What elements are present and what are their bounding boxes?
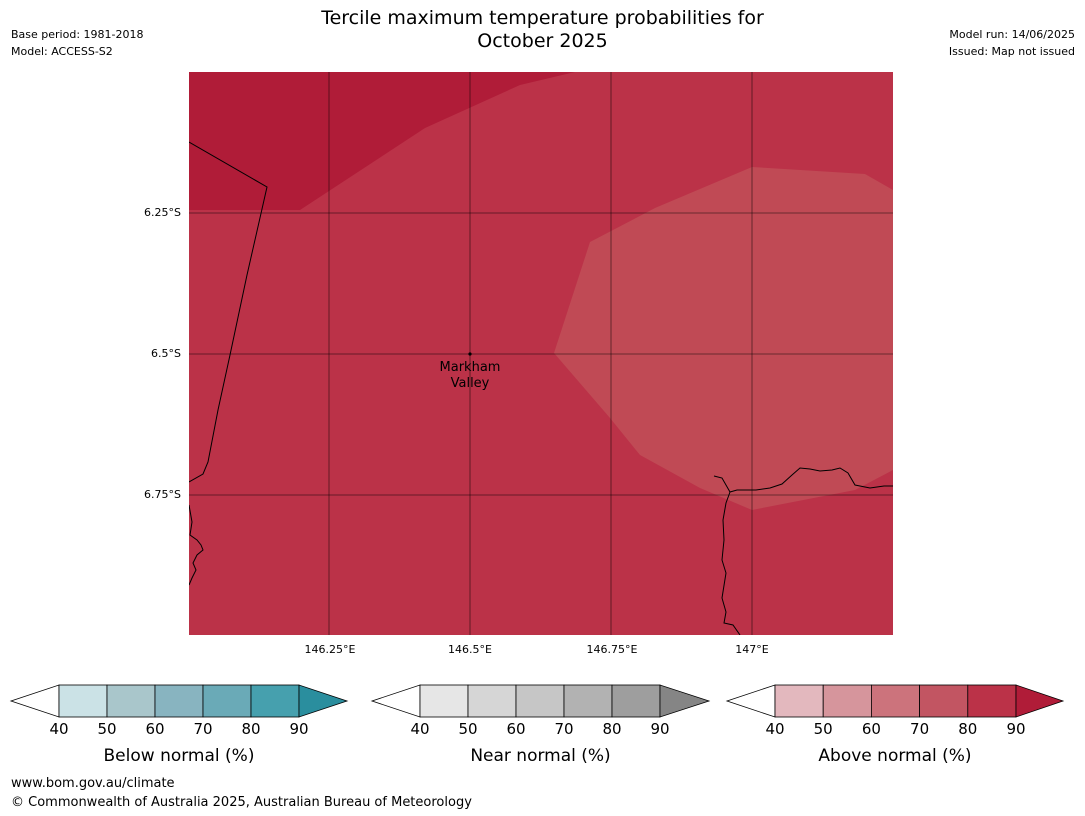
legend-low-extension: [725, 684, 776, 718]
legend-color-bin: [202, 684, 252, 718]
issued-text: Issued: Map not issued: [948, 45, 1075, 58]
legend-high-extension: [298, 684, 349, 718]
latitude-label: 6.5°S: [151, 347, 181, 360]
longitude-label: 146.75°E: [586, 643, 638, 656]
legend-color-bin: [611, 684, 661, 718]
latitude-label: 6.25°S: [144, 206, 181, 219]
legend-tick-label: 90: [650, 720, 670, 738]
legend-tick-label: 90: [1006, 720, 1026, 738]
legend-tick-label: 60: [145, 720, 165, 738]
legend-tick-label: 80: [241, 720, 261, 738]
legend-tick-label: 80: [602, 720, 622, 738]
map-area: [189, 72, 893, 635]
legend-tick-label: 50: [97, 720, 117, 738]
title-line-2: October 2025: [477, 30, 608, 52]
legend-tick-label: 80: [958, 720, 978, 738]
legend-tick-label: 60: [506, 720, 526, 738]
metadata-left: Base period: 1981-2018 Model: ACCESS-S2: [11, 26, 143, 60]
legend-colorbar: [9, 684, 349, 718]
legend-color-bin: [515, 684, 565, 718]
markham-valley-marker: [468, 352, 472, 356]
legend-color-bin: [967, 684, 1017, 718]
legend-tick-label: 50: [813, 720, 833, 738]
graticule: [189, 72, 893, 635]
legend-low-extension: [370, 684, 421, 718]
legend-graphics: [9, 684, 1065, 718]
legend-high-extension: [1015, 684, 1065, 718]
legend-color-bin: [250, 684, 300, 718]
probability-shading-60-70: [554, 167, 893, 510]
place-name-line-2: Valley: [450, 376, 490, 391]
legend-title: Below normal (%): [103, 746, 255, 766]
legend-color-bin: [774, 684, 824, 718]
legend-tick-label: 40: [49, 720, 69, 738]
model-run-text: Model run: 14/06/2025: [949, 28, 1075, 41]
legend-colorbar: [370, 684, 711, 718]
title-line-1: Tercile maximum temperature probabilitie…: [321, 7, 764, 29]
base-period-text: Base period: 1981-2018: [11, 28, 144, 41]
legend-color-bin: [154, 684, 204, 718]
legend-tick-label: 50: [458, 720, 478, 738]
legend-tick-label: 70: [554, 720, 574, 738]
footer-url: www.bom.gov.au/climate: [11, 776, 175, 791]
legend-color-bin: [919, 684, 969, 718]
footer-copyright: © Commonwealth of Australia 2025, Austra…: [11, 795, 472, 810]
place-label-markham-valley: Markham Valley: [410, 360, 530, 392]
legend-high-extension: [659, 684, 711, 718]
legend-color-bin: [419, 684, 469, 718]
place-name-line-1: Markham: [439, 360, 501, 375]
legend-tick-label: 70: [193, 720, 213, 738]
legend-color-bin: [563, 684, 613, 718]
legend-tick-label: 70: [910, 720, 930, 738]
legend-title: Near normal (%): [470, 746, 611, 766]
longitude-label: 147°E: [735, 643, 769, 656]
metadata-right: Model run: 14/06/2025 Issued: Map not is…: [949, 26, 1075, 60]
legend-tick-label: 90: [289, 720, 309, 738]
map-title: Tercile maximum temperature probabilitie…: [0, 7, 1085, 53]
legend-low-extension: [9, 684, 60, 718]
legend-tick-label: 60: [861, 720, 881, 738]
legend-title: Above normal (%): [818, 746, 972, 766]
legend-color-bin: [106, 684, 156, 718]
legend-color-bin: [467, 684, 517, 718]
legend-color-bin: [822, 684, 872, 718]
latitude-label: 6.75°S: [144, 488, 181, 501]
legend-color-bin: [871, 684, 921, 718]
probability-shading-80-90: [189, 72, 575, 210]
legend-tick-label: 40: [765, 720, 785, 738]
coastline: [189, 141, 893, 635]
legend-colorbar: [725, 684, 1065, 718]
legend-tick-label: 40: [410, 720, 430, 738]
legend-color-bin: [58, 684, 108, 718]
longitude-label: 146.25°E: [304, 643, 356, 656]
model-text: Model: ACCESS-S2: [11, 45, 113, 58]
longitude-label: 146.5°E: [448, 643, 492, 656]
